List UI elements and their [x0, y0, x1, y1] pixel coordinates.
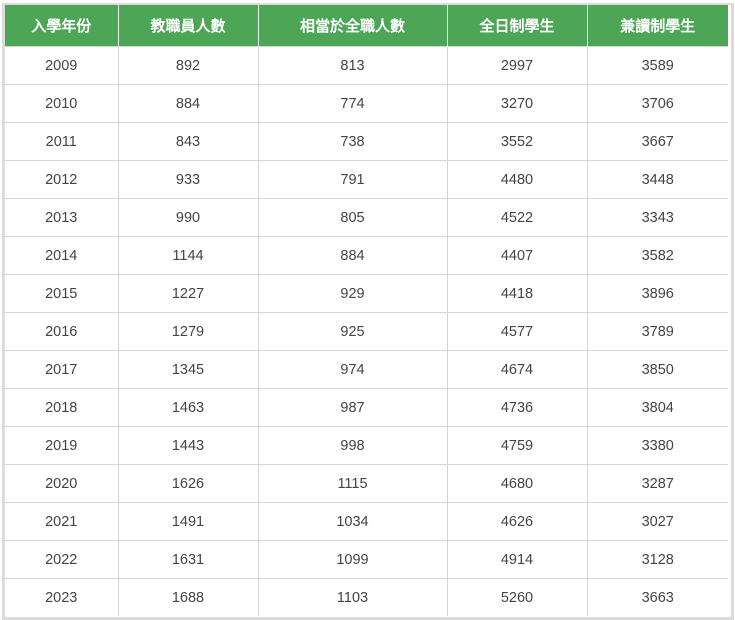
cell-staff: 843: [117, 122, 259, 161]
table-row: 2021 1491 1034 4626 3027: [5, 502, 728, 541]
cell-fte: 1099: [257, 540, 448, 579]
table-row: 2009 892 813 2997 3589: [5, 46, 728, 85]
cell-fulltime-students: 4577: [446, 312, 588, 351]
cell-parttime-students: 3896: [586, 274, 728, 313]
cell-parttime-students: 3343: [586, 198, 728, 237]
cell-fulltime-students: 4418: [446, 274, 588, 313]
cell-fulltime-students: 4674: [446, 350, 588, 389]
cell-year: 2021: [5, 502, 119, 541]
cell-year: 2022: [5, 540, 119, 579]
cell-fte: 805: [257, 198, 448, 237]
cell-staff: 1345: [117, 350, 259, 389]
cell-fulltime-students: 4480: [446, 160, 588, 199]
cell-parttime-students: 3287: [586, 464, 728, 503]
cell-year: 2019: [5, 426, 119, 465]
cell-fte: 884: [257, 236, 448, 275]
cell-fulltime-students: 4522: [446, 198, 588, 237]
cell-staff: 1463: [117, 388, 259, 427]
cell-staff: 884: [117, 84, 259, 123]
cell-parttime-students: 3380: [586, 426, 728, 465]
cell-staff: 1688: [117, 578, 259, 616]
cell-fulltime-students: 4914: [446, 540, 588, 579]
header-staff: 教職員人數: [118, 5, 259, 47]
table-row: 2012 933 791 4480 3448: [5, 160, 728, 199]
cell-parttime-students: 3789: [586, 312, 728, 351]
cell-parttime-students: 3667: [586, 122, 728, 161]
cell-fte: 987: [257, 388, 448, 427]
cell-fte: 1115: [257, 464, 448, 503]
cell-fulltime-students: 4407: [446, 236, 588, 275]
header-fte: 相當於全職人數: [258, 5, 448, 47]
table-row: 2017 1345 974 4674 3850: [5, 350, 728, 389]
cell-fulltime-students: 4759: [446, 426, 588, 465]
cell-fte: 813: [257, 46, 448, 85]
cell-parttime-students: 3706: [586, 84, 728, 123]
cell-staff: 1631: [117, 540, 259, 579]
cell-fte: 925: [257, 312, 448, 351]
table-header-row: 入學年份 教職員人數 相當於全職人數 全日制學生 兼讀制學生: [5, 5, 728, 47]
cell-fte: 1103: [257, 578, 448, 616]
cell-fte: 791: [257, 160, 448, 199]
cell-year: 2016: [5, 312, 119, 351]
cell-staff: 933: [117, 160, 259, 199]
cell-year: 2020: [5, 464, 119, 503]
header-parttime-students: 兼讀制學生: [587, 5, 728, 47]
cell-fte: 998: [257, 426, 448, 465]
cell-fulltime-students: 3552: [446, 122, 588, 161]
cell-year: 2023: [5, 578, 119, 616]
cell-fte: 774: [257, 84, 448, 123]
cell-year: 2014: [5, 236, 119, 275]
cell-staff: 990: [117, 198, 259, 237]
cell-fte: 929: [257, 274, 448, 313]
cell-fulltime-students: 4680: [446, 464, 588, 503]
data-table-container: 入學年份 教職員人數 相當於全職人數 全日制學生 兼讀制學生 2009 892 81…: [2, 3, 734, 620]
header-year: 入學年份: [5, 5, 119, 47]
table-row: 2020 1626 1115 4680 3287: [5, 464, 728, 503]
table-row: 2019 1443 998 4759 3380: [5, 426, 728, 465]
table-row: 2011 843 738 3552 3667: [5, 122, 728, 161]
table-row: 2018 1463 987 4736 3804: [5, 388, 728, 427]
cell-fulltime-students: 4626: [446, 502, 588, 541]
cell-staff: 1491: [117, 502, 259, 541]
cell-parttime-students: 3027: [586, 502, 728, 541]
cell-fulltime-students: 2997: [446, 46, 588, 85]
cell-staff: 1626: [117, 464, 259, 503]
cell-parttime-students: 3663: [586, 578, 728, 616]
cell-staff: 1279: [117, 312, 259, 351]
cell-parttime-students: 3589: [586, 46, 728, 85]
cell-fulltime-students: 5260: [446, 578, 588, 616]
cell-parttime-students: 3582: [586, 236, 728, 275]
cell-fte: 974: [257, 350, 448, 389]
cell-parttime-students: 3128: [586, 540, 728, 579]
cell-parttime-students: 3804: [586, 388, 728, 427]
table-row: 2010 884 774 3270 3706: [5, 84, 728, 123]
cell-year: 2018: [5, 388, 119, 427]
cell-year: 2017: [5, 350, 119, 389]
cell-parttime-students: 3448: [586, 160, 728, 199]
table-row: 2013 990 805 4522 3343: [5, 198, 728, 237]
cell-staff: 1227: [117, 274, 259, 313]
cell-fte: 738: [257, 122, 448, 161]
cell-year: 2010: [5, 84, 119, 123]
cell-year: 2015: [5, 274, 119, 313]
table-row: 2023 1688 1103 5260 3663: [5, 578, 728, 616]
cell-staff: 892: [117, 46, 259, 85]
cell-fte: 1034: [257, 502, 448, 541]
cell-year: 2009: [5, 46, 119, 85]
table-row: 2016 1279 925 4577 3789: [5, 312, 728, 351]
cell-year: 2012: [5, 160, 119, 199]
table-row: 2022 1631 1099 4914 3128: [5, 540, 728, 579]
cell-fulltime-students: 4736: [446, 388, 588, 427]
cell-parttime-students: 3850: [586, 350, 728, 389]
data-table: 入學年份 教職員人數 相當於全職人數 全日制學生 兼讀制學生 2009 892 81…: [5, 5, 728, 616]
cell-fulltime-students: 3270: [446, 84, 588, 123]
cell-year: 2013: [5, 198, 119, 237]
table-row: 2014 1144 884 4407 3582: [5, 236, 728, 275]
cell-staff: 1144: [117, 236, 259, 275]
cell-year: 2011: [5, 122, 119, 161]
header-fulltime-students: 全日制學生: [447, 5, 588, 47]
cell-staff: 1443: [117, 426, 259, 465]
table-row: 2015 1227 929 4418 3896: [5, 274, 728, 313]
